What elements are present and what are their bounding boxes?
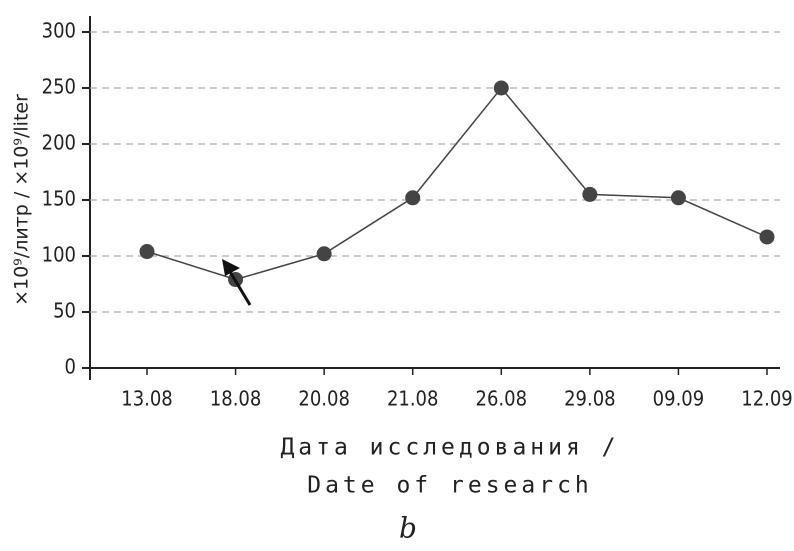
y-tick-label: 150 <box>42 187 76 211</box>
arrow-shaft <box>227 269 252 306</box>
x-tick-label: 29.08 <box>564 387 616 411</box>
y-tick-label: 100 <box>42 243 76 267</box>
point <box>670 190 686 206</box>
x-tick-label: 09.09 <box>653 387 705 411</box>
y-tick-label: 200 <box>42 131 76 155</box>
x-axis-label: Дата исследования / <box>280 435 619 461</box>
x-tick-label: 26.08 <box>476 387 528 411</box>
point <box>493 80 509 96</box>
x-tick-label: 21.08 <box>387 387 439 411</box>
point <box>582 186 598 202</box>
y-tick-label: 50 <box>53 299 76 323</box>
point <box>759 229 775 245</box>
point <box>405 190 421 206</box>
arrow-head <box>222 259 240 276</box>
x-axis-label: Date of research <box>307 473 593 499</box>
x-tick-label: 12.09 <box>741 387 793 411</box>
line <box>146 86 768 281</box>
x-tick-label: 18.08 <box>210 387 262 411</box>
x-tick-label: 13.08 <box>121 387 173 411</box>
point <box>316 246 332 262</box>
x-tick-label: 20.08 <box>298 387 350 411</box>
subtitle: b <box>399 512 417 545</box>
point <box>139 244 155 260</box>
y-axis-label: ×10⁹/литр / ×10⁹/liter <box>11 94 33 306</box>
y-tick-label: 0 <box>65 355 76 379</box>
y-tick-label: 250 <box>42 75 76 99</box>
y-tick-label: 300 <box>42 19 76 43</box>
plot: 0 50 100 150 200 250 300 13.08 18.08 20.08 21.08 26… <box>42 19 793 411</box>
